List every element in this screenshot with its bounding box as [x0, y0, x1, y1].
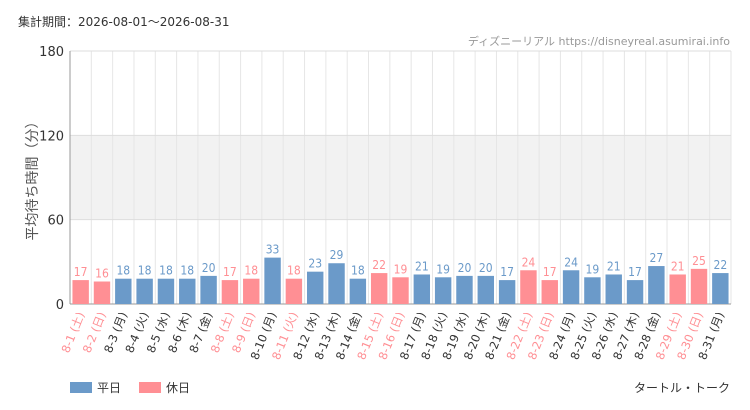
bar: [285, 278, 303, 304]
y-tick-label: 60: [47, 214, 64, 229]
bar: [605, 274, 622, 304]
bar: [456, 275, 473, 304]
bar: [243, 278, 260, 304]
bar: [434, 277, 452, 304]
data-label: 19: [436, 262, 450, 276]
data-label: 17: [500, 265, 514, 279]
bar: [584, 277, 601, 304]
y-tick-label: 180: [39, 45, 64, 60]
data-label: 18: [244, 264, 258, 278]
grid-band: [70, 135, 731, 220]
data-label: 20: [479, 261, 493, 275]
data-label: 18: [351, 264, 365, 278]
data-label: 17: [628, 265, 642, 279]
data-label: 21: [607, 259, 621, 273]
data-label: 18: [180, 264, 194, 278]
bar: [349, 278, 367, 304]
legend-label-holiday: 休日: [166, 381, 191, 395]
data-label: 18: [116, 264, 130, 278]
y-tick-label: 120: [39, 129, 64, 144]
bar: [221, 280, 239, 304]
data-label: 18: [159, 264, 173, 278]
data-label: 24: [564, 255, 578, 269]
bar: [115, 278, 132, 304]
data-label: 27: [650, 251, 664, 265]
bar: [690, 268, 708, 304]
data-label: 18: [287, 264, 301, 278]
data-label: 33: [266, 243, 280, 257]
bar: [541, 280, 558, 304]
y-axis-label: 平均待ち時間（分）: [25, 115, 41, 241]
site-credit: ディズニーリアル https://disneyreal.asumirai.inf…: [467, 35, 730, 48]
bar: [136, 278, 153, 304]
bar: [477, 275, 494, 304]
data-label: 20: [458, 261, 472, 275]
y-tick-label: 0: [56, 298, 64, 313]
data-label: 19: [394, 262, 408, 276]
data-label: 21: [415, 259, 429, 273]
data-label: 20: [202, 261, 216, 275]
legend: 平日 休日: [70, 379, 208, 396]
bar: [93, 281, 111, 304]
bar: [562, 270, 580, 304]
bar: [72, 280, 89, 304]
bar: [712, 273, 729, 304]
period-label: 集計期間：2026-08-01～2026-08-31: [18, 15, 230, 29]
bar: [669, 274, 686, 304]
data-label: 17: [74, 265, 88, 279]
data-label: 21: [671, 259, 685, 273]
data-label: 24: [522, 255, 536, 269]
legend-swatch-holiday: [139, 382, 162, 393]
bar: [392, 277, 409, 304]
data-label: 29: [330, 248, 344, 262]
legend-label-weekday: 平日: [97, 381, 122, 395]
data-label: 17: [543, 265, 557, 279]
legend-swatch-weekday: [70, 382, 92, 393]
data-label: 19: [586, 262, 600, 276]
data-label: 25: [692, 254, 706, 268]
data-label: 22: [372, 258, 386, 272]
bar: [264, 257, 281, 304]
bar: [498, 280, 516, 304]
legend-item-holiday[interactable]: 休日: [139, 379, 190, 396]
attraction-name: タートル・トーク: [633, 381, 730, 395]
bar: [370, 273, 388, 304]
bar: [413, 274, 431, 304]
legend-item-weekday[interactable]: 平日: [70, 379, 121, 396]
bar: [520, 270, 537, 304]
bar: [179, 278, 196, 304]
bar: [307, 271, 324, 304]
data-label: 16: [95, 267, 109, 281]
bar: [200, 275, 217, 304]
data-label: 23: [308, 257, 322, 271]
data-label: 22: [713, 258, 727, 272]
bar: [648, 266, 665, 304]
data-label: 18: [138, 264, 152, 278]
bar: [626, 280, 644, 304]
bar: [328, 263, 345, 304]
bar: [157, 278, 175, 304]
data-label: 17: [223, 265, 237, 279]
